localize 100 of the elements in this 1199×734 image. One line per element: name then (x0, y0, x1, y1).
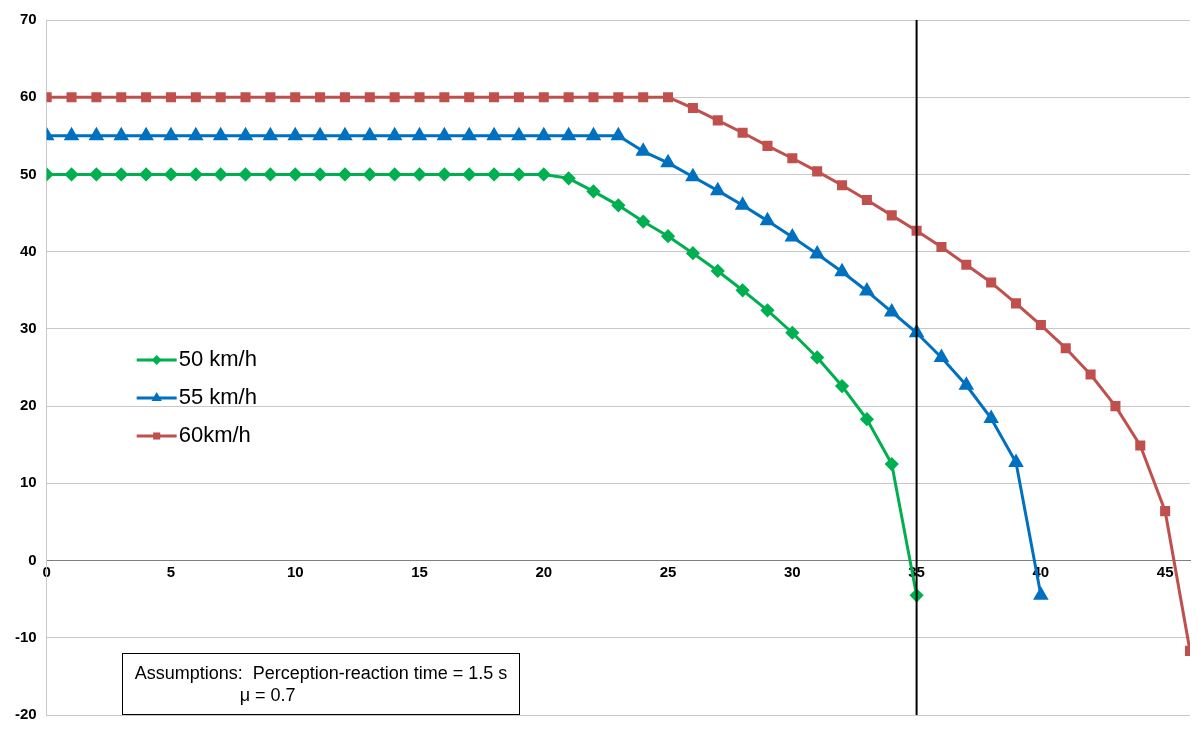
y-tick-label: 70 (19, 10, 37, 28)
point (263, 167, 277, 181)
point (164, 167, 178, 181)
point (1010, 298, 1022, 309)
y-tick-label: 10 (19, 473, 37, 491)
point (437, 167, 451, 181)
point (661, 229, 675, 243)
point (364, 92, 375, 103)
point (1009, 454, 1023, 467)
y-tick-label: 20 (19, 396, 37, 414)
point (487, 167, 501, 181)
point (686, 169, 700, 182)
point (512, 167, 526, 181)
point (116, 92, 127, 103)
point (885, 457, 899, 471)
point (812, 166, 823, 177)
point (338, 128, 352, 141)
point (959, 377, 973, 390)
point (810, 350, 824, 364)
x-tick-label: 5 (166, 562, 176, 580)
point (315, 92, 326, 103)
point (513, 92, 524, 103)
point (934, 349, 949, 362)
point (313, 128, 327, 141)
point (986, 277, 997, 288)
point (538, 92, 549, 103)
point (810, 246, 824, 259)
legend-label: 60km/h (178, 422, 251, 448)
point (213, 128, 228, 141)
point (338, 167, 352, 181)
point (437, 128, 452, 141)
point (189, 167, 203, 181)
point (860, 283, 874, 296)
legend-label: 55 km/h (178, 384, 257, 410)
point (91, 92, 102, 103)
point (711, 183, 725, 196)
point (762, 140, 773, 151)
point (1135, 440, 1146, 451)
point (464, 92, 475, 103)
point (760, 303, 774, 317)
y-tick-label: -20 (14, 705, 37, 723)
point (238, 128, 253, 141)
point (439, 92, 450, 103)
point (586, 128, 601, 141)
point (760, 213, 775, 226)
annotation: Assumptions: Perception-reaction time = 1.5 s μ = 0.7 (121, 652, 521, 715)
point (611, 198, 625, 212)
point (489, 92, 500, 103)
point (712, 115, 723, 126)
point (735, 197, 750, 210)
point (66, 92, 77, 103)
point (785, 326, 799, 340)
point (563, 92, 574, 103)
point (936, 242, 947, 253)
point (265, 92, 276, 103)
point (961, 259, 972, 270)
legend-label: 50 km/h (178, 346, 257, 372)
point (1110, 401, 1121, 412)
y-tick-label: -10 (14, 627, 37, 645)
point (214, 167, 228, 181)
point (736, 283, 750, 297)
point (240, 92, 251, 103)
point (413, 167, 426, 181)
y-tick-label: 50 (19, 164, 37, 182)
point (139, 167, 153, 181)
point (835, 379, 849, 393)
point (65, 167, 79, 181)
point (687, 103, 698, 114)
point (288, 128, 302, 141)
point (686, 246, 700, 260)
point (537, 167, 551, 181)
point (114, 128, 128, 141)
point (984, 410, 998, 423)
point (512, 128, 526, 141)
point (663, 92, 674, 103)
point (339, 92, 350, 103)
point (586, 184, 600, 198)
point (165, 92, 176, 103)
point (638, 92, 649, 103)
x-tick-label: 15 (411, 562, 428, 580)
point (1034, 587, 1048, 600)
point (190, 92, 201, 103)
point (462, 128, 476, 141)
point (263, 128, 278, 141)
x-tick-label: 20 (535, 562, 553, 580)
point (785, 229, 800, 242)
point (114, 167, 128, 181)
point (290, 92, 301, 103)
point (89, 128, 104, 141)
point (837, 180, 848, 191)
point (561, 128, 576, 141)
point (412, 128, 427, 141)
point (164, 128, 178, 141)
point (1160, 506, 1171, 517)
point (860, 412, 874, 426)
point (737, 127, 748, 138)
point (64, 128, 79, 141)
point (239, 167, 253, 181)
x-tick-label: 25 (659, 562, 677, 580)
point (313, 167, 327, 181)
